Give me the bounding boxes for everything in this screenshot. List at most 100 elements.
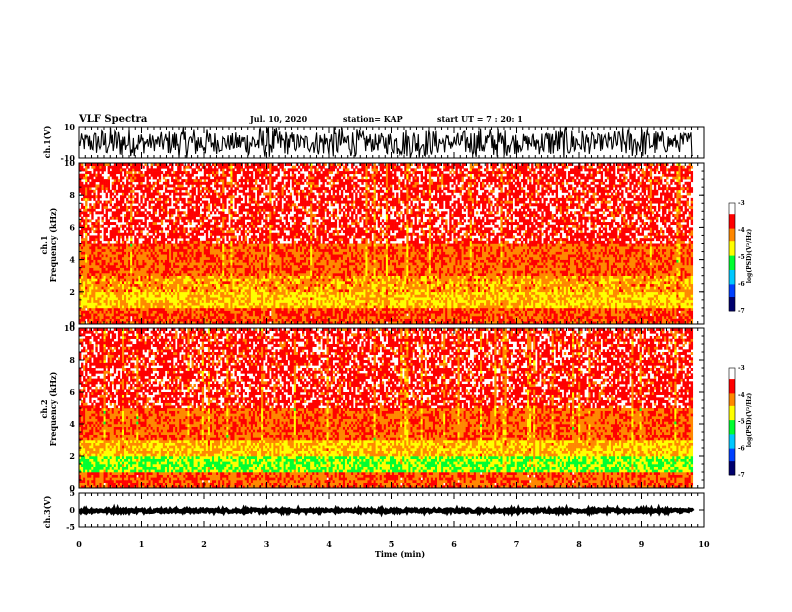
spectrogram-cell — [120, 233, 122, 236]
spectrogram-cell — [140, 297, 142, 300]
spectrogram-cell — [93, 303, 95, 306]
spectrogram-cell — [130, 222, 132, 225]
spectrogram-cell — [102, 225, 104, 228]
spectrogram-cell — [83, 219, 85, 222]
spectrogram-cell — [128, 273, 130, 276]
spectrogram-cell — [87, 225, 89, 228]
spectrogram-cell — [138, 286, 140, 289]
spectrogram-cell — [114, 211, 116, 214]
spectrogram-cell — [130, 254, 132, 257]
spectrogram-cell — [128, 276, 130, 279]
spectrogram-cell — [116, 241, 118, 244]
spectrogram-cell — [102, 281, 104, 284]
spectrogram-cell — [83, 278, 85, 281]
spectrogram-cell — [136, 187, 138, 190]
spectrogram-cell — [147, 166, 149, 169]
spectrogram-cell — [126, 171, 128, 174]
spectrogram-cell — [122, 184, 124, 187]
spectrogram-cell — [99, 319, 101, 322]
spectrogram-cell — [104, 168, 106, 171]
spectrogram-cell — [120, 249, 122, 252]
spectrogram-cell — [124, 270, 126, 273]
spectrogram-cell — [85, 184, 87, 187]
spectrogram-cell — [120, 308, 122, 311]
spectrogram-cell — [147, 268, 149, 271]
spectrogram-cell — [124, 249, 126, 252]
spectrogram-cell — [114, 260, 116, 263]
spectrogram-cell — [112, 257, 114, 260]
spectrogram-cell — [108, 284, 110, 287]
spectrogram-cell — [132, 257, 134, 260]
spectrogram-cell — [142, 289, 144, 292]
spectrogram-cell — [142, 286, 144, 289]
spectrogram-cell — [147, 168, 149, 171]
spectrogram-cell — [147, 284, 149, 287]
spectrogram-cell — [99, 225, 101, 228]
spectrogram-cell — [99, 249, 101, 252]
spectrogram-cell — [144, 214, 146, 217]
spectrogram-cell — [112, 249, 114, 252]
spectrogram-cell — [99, 297, 101, 300]
spectrogram-cell — [99, 276, 101, 279]
spectrogram-cell — [89, 273, 91, 276]
spectrogram-cell — [140, 227, 142, 230]
spectrogram-cell — [149, 292, 151, 295]
spectrogram-cell — [85, 297, 87, 300]
header-start-time: start UT = 7 : 20: 1 — [437, 114, 523, 124]
spectrogram-cell — [126, 187, 128, 190]
spectrogram-cell — [130, 201, 132, 204]
spectrogram-cell — [136, 238, 138, 241]
spectrogram-cell — [144, 249, 146, 252]
spectrogram-cell — [83, 305, 85, 308]
spectrogram-cell — [114, 281, 116, 284]
spectrogram-cell — [106, 211, 108, 214]
spectrogram-cell — [134, 284, 136, 287]
spectrogram-cell — [126, 294, 128, 297]
spectrogram-cell — [122, 252, 124, 255]
spectrogram-cell — [95, 257, 97, 260]
spectrogram-cell — [118, 219, 120, 222]
spectrogram-cell — [128, 300, 130, 303]
spectrogram-cell — [97, 230, 99, 233]
spectrogram-cell — [120, 176, 122, 179]
spectrogram-cell — [106, 252, 108, 255]
spectrogram-cell — [128, 190, 130, 193]
spectrogram-cell — [136, 193, 138, 196]
spectrogram-cell — [85, 209, 87, 212]
spectrogram-cell — [93, 184, 95, 187]
spectrogram-cell — [97, 198, 99, 201]
spectrogram-cell — [104, 249, 106, 252]
spectrogram-cell — [85, 278, 87, 281]
spectrogram-cell — [112, 246, 114, 249]
spectrogram-cell — [120, 168, 122, 171]
spectrogram-cell — [134, 176, 136, 179]
spectrogram-cell — [140, 284, 142, 287]
spectrogram-cell — [91, 252, 93, 255]
spectrogram-cell — [87, 294, 89, 297]
spectrogram-cell — [91, 268, 93, 271]
spectrogram-cell — [97, 211, 99, 214]
spectrogram-cell — [83, 313, 85, 316]
spectrogram-cell — [106, 270, 108, 273]
spectrogram-cell — [116, 262, 118, 265]
spectrogram-cell — [89, 249, 91, 252]
spectrogram-cell — [128, 176, 130, 179]
spectrogram-cell — [128, 249, 130, 252]
spectrogram-cell — [144, 244, 146, 247]
spectrogram-cell — [138, 297, 140, 300]
spectrogram-cell — [147, 294, 149, 297]
spectrogram-cell — [97, 206, 99, 209]
spectrogram-cell — [89, 203, 91, 206]
spectrogram-cell — [130, 233, 132, 236]
spectrogram-cell — [114, 252, 116, 255]
spectrogram-cell — [122, 311, 124, 314]
spectrogram-cell — [99, 174, 101, 177]
spectrogram-cell — [112, 300, 114, 303]
spectrogram-cell — [87, 219, 89, 222]
spectrogram-cell — [114, 289, 116, 292]
spectrogram-cell — [89, 265, 91, 268]
spectrogram-cell — [110, 289, 112, 292]
spectrogram-cell — [112, 270, 114, 273]
spectrogram-cell — [102, 289, 104, 292]
spectrogram-cell — [147, 254, 149, 257]
